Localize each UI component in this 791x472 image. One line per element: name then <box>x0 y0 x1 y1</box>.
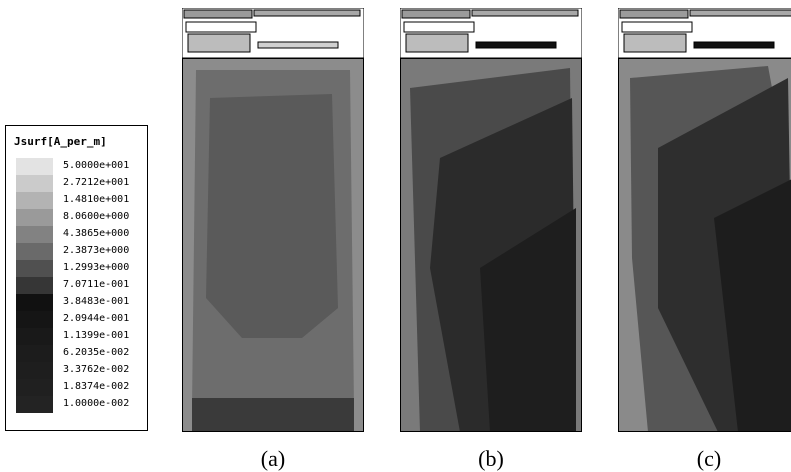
legend-swatch <box>16 243 53 260</box>
legend-label: 4.3865e+000 <box>63 228 129 239</box>
legend-swatch <box>16 158 53 175</box>
legend-label: 1.8374e-002 <box>63 381 129 392</box>
legend-swatch <box>16 260 53 277</box>
legend-swatch <box>16 277 53 294</box>
legend-swatch <box>16 379 53 396</box>
field-plot-c <box>618 8 791 432</box>
field-plot-b <box>400 8 582 432</box>
legend-label: 2.0944e-001 <box>63 313 129 324</box>
panel-b: (b) <box>400 8 582 432</box>
legend-label: 1.0000e-002 <box>63 398 129 409</box>
legend-label: 3.3762e-002 <box>63 364 129 375</box>
legend-swatch <box>16 311 53 328</box>
legend-label: 1.2993e+000 <box>63 262 129 273</box>
legend-swatch <box>16 192 53 209</box>
caption-b: (b) <box>400 446 582 472</box>
legend-swatch <box>16 396 53 413</box>
legend-label: 5.0000e+001 <box>63 160 129 171</box>
legend-label: 6.2035e-002 <box>63 347 129 358</box>
panel-a: (a) <box>182 8 364 432</box>
legend-swatch <box>16 362 53 379</box>
caption-c: (c) <box>618 446 791 472</box>
legend-label: 8.0600e+000 <box>63 211 129 222</box>
legend-swatch <box>16 175 53 192</box>
legend-label: 2.3873e+000 <box>63 245 129 256</box>
legend-swatch <box>16 209 53 226</box>
legend-swatch <box>16 226 53 243</box>
legend-title: Jsurf[A_per_m] <box>14 135 107 148</box>
legend-label: 3.8483e-001 <box>63 296 129 307</box>
legend-label: 7.0711e-001 <box>63 279 129 290</box>
legend-label: 2.7212e+001 <box>63 177 129 188</box>
legend-label: 1.4810e+001 <box>63 194 129 205</box>
color-legend: Jsurf[A_per_m] 5.0000e+001 2.7212e+001 1.4… <box>5 125 148 431</box>
legend-label: 1.1399e-001 <box>63 330 129 341</box>
caption-a: (a) <box>182 446 364 472</box>
legend-swatch <box>16 294 53 311</box>
legend-swatch <box>16 345 53 362</box>
legend-swatch <box>16 328 53 345</box>
field-plot-a <box>182 8 364 432</box>
panel-c: (c) <box>618 8 791 432</box>
